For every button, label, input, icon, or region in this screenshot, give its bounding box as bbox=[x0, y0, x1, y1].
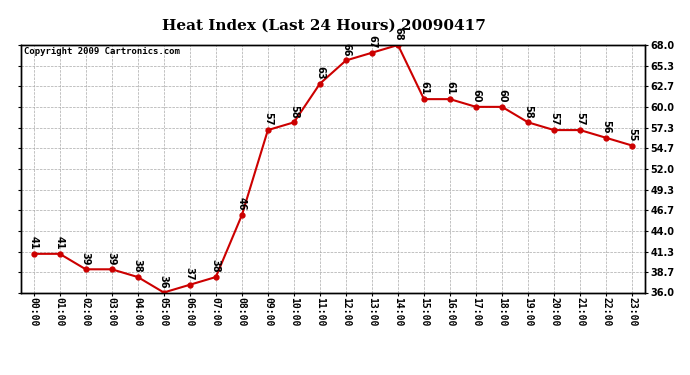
Text: 57: 57 bbox=[263, 112, 273, 126]
Text: 63: 63 bbox=[315, 66, 325, 80]
Text: 66: 66 bbox=[341, 43, 351, 56]
Text: 38: 38 bbox=[211, 259, 221, 273]
Text: 55: 55 bbox=[627, 128, 637, 141]
Text: 41: 41 bbox=[55, 236, 65, 250]
Text: 58: 58 bbox=[523, 105, 533, 118]
Text: 39: 39 bbox=[81, 252, 91, 265]
Text: 68: 68 bbox=[393, 27, 403, 41]
Text: 57: 57 bbox=[575, 112, 585, 126]
Text: Copyright 2009 Cartronics.com: Copyright 2009 Cartronics.com bbox=[24, 48, 179, 57]
Text: 41: 41 bbox=[29, 236, 39, 250]
Text: 37: 37 bbox=[185, 267, 195, 280]
Text: 67: 67 bbox=[367, 35, 377, 49]
Text: 57: 57 bbox=[549, 112, 559, 126]
Text: 60: 60 bbox=[497, 89, 507, 103]
Text: 61: 61 bbox=[445, 81, 455, 95]
Text: 46: 46 bbox=[237, 198, 247, 211]
Text: 36: 36 bbox=[159, 275, 169, 288]
Text: Heat Index (Last 24 Hours) 20090417: Heat Index (Last 24 Hours) 20090417 bbox=[162, 19, 486, 33]
Text: 39: 39 bbox=[107, 252, 117, 265]
Text: 56: 56 bbox=[601, 120, 611, 134]
Text: 38: 38 bbox=[132, 259, 143, 273]
Text: 60: 60 bbox=[471, 89, 481, 103]
Text: 61: 61 bbox=[419, 81, 429, 95]
Text: 58: 58 bbox=[289, 105, 299, 118]
